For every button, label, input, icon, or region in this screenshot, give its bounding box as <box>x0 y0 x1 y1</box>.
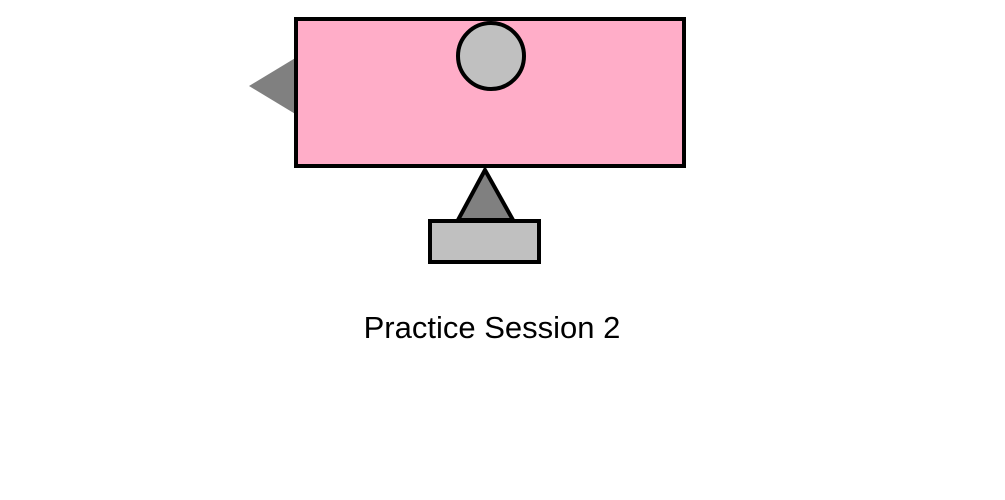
stand-base <box>428 219 541 264</box>
session-label: Practice Session 2 <box>363 310 621 345</box>
top-circle-icon <box>456 21 526 91</box>
left-pointer-triangle-icon <box>249 57 297 115</box>
stand-triangle-icon <box>454 165 517 222</box>
